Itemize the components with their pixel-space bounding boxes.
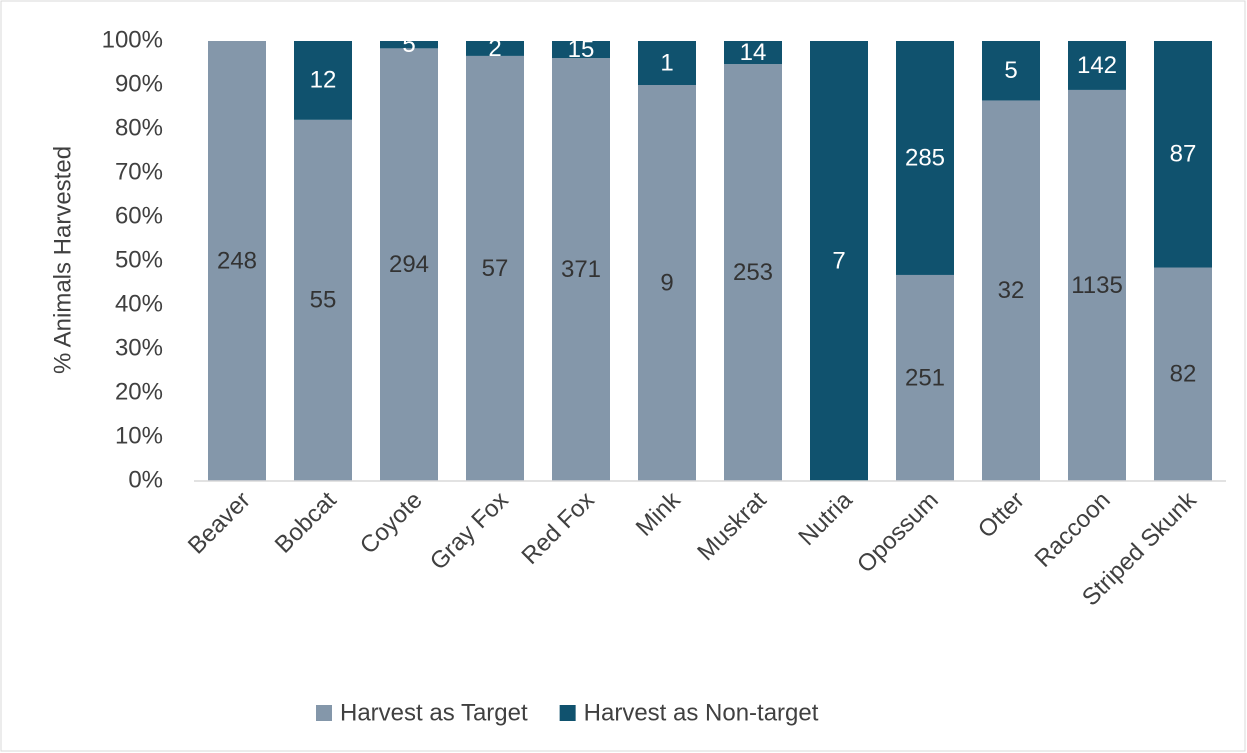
data-label: 1135 <box>1071 272 1123 299</box>
legend-label: Harvest as Non-target <box>584 699 819 726</box>
bar-segment <box>1068 41 1126 90</box>
bar-segment <box>552 58 610 481</box>
bar-segment <box>724 64 782 481</box>
data-label: 12 <box>310 67 337 94</box>
data-label: 7 <box>832 247 845 274</box>
data-label: 2 <box>488 35 501 62</box>
data-label: 57 <box>482 255 509 282</box>
data-label: 142 <box>1077 52 1117 79</box>
data-label: 285 <box>905 144 945 171</box>
bar-segment <box>982 100 1040 481</box>
data-label: 371 <box>561 256 601 283</box>
data-label: 9 <box>660 269 673 296</box>
y-tick-label: 50% <box>115 246 163 273</box>
y-axis-label: % Animals Harvested <box>49 146 76 374</box>
y-tick-label: 30% <box>115 334 163 361</box>
data-label: 32 <box>998 277 1025 304</box>
bar-segment <box>1154 267 1212 481</box>
bar-segment <box>466 55 524 481</box>
legend-swatch <box>559 705 576 721</box>
data-label: 55 <box>310 287 337 314</box>
bar-segment <box>638 41 696 85</box>
y-tick-label: 20% <box>115 378 163 405</box>
bar-segment <box>1154 41 1212 268</box>
bar-segment <box>380 48 438 482</box>
y-tick-label: 60% <box>115 202 163 229</box>
y-tick-label: 100% <box>102 26 163 53</box>
bar-segment <box>982 41 1040 101</box>
bar-segment <box>294 41 352 120</box>
bar-segment <box>810 41 868 481</box>
data-label: 5 <box>402 31 415 58</box>
y-tick-label: 90% <box>115 70 163 97</box>
bar-segment <box>724 41 782 65</box>
bar-segment <box>1068 89 1126 481</box>
data-label: 14 <box>740 39 767 66</box>
data-label: 251 <box>905 364 945 391</box>
bar-segment <box>208 41 266 481</box>
y-tick-label: 10% <box>115 422 163 449</box>
bar-segment <box>638 85 696 481</box>
data-label: 1 <box>660 49 673 76</box>
data-label: 248 <box>217 247 257 274</box>
y-tick-label: 40% <box>115 290 163 317</box>
legend-label: Harvest as Target <box>340 699 528 726</box>
bar-segment <box>896 41 954 275</box>
data-label: 87 <box>1170 141 1197 168</box>
bar-segment <box>380 41 438 49</box>
data-label: 294 <box>389 251 429 278</box>
data-label: 253 <box>733 259 773 286</box>
y-tick-label: 70% <box>115 158 163 185</box>
data-label: 5 <box>1004 57 1017 84</box>
bar-segment <box>896 274 954 481</box>
bar-segment <box>552 41 610 59</box>
legend-swatch <box>316 705 332 721</box>
data-label: 82 <box>1170 361 1197 388</box>
y-tick-label: 80% <box>115 114 163 141</box>
bar-segment <box>466 41 524 56</box>
data-label: 15 <box>568 36 595 63</box>
bar-segment <box>294 119 352 481</box>
y-tick-label: 0% <box>128 466 163 493</box>
